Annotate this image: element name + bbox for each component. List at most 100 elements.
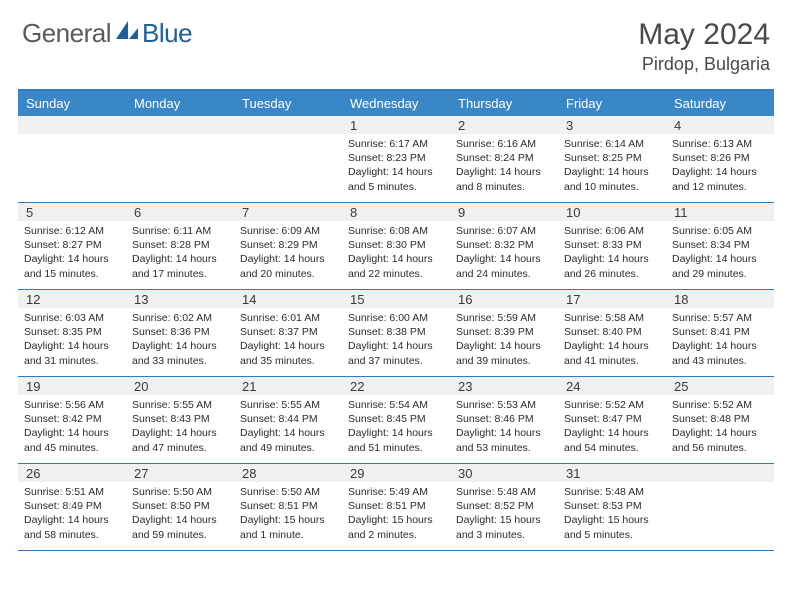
day-number: 14 [234, 292, 256, 307]
sunset-text: Sunset: 8:42 PM [24, 412, 120, 426]
daynum-row: 30 [450, 464, 558, 482]
daylight-text: Daylight: 14 hours and 33 minutes. [132, 339, 228, 367]
sunrise-text: Sunrise: 6:02 AM [132, 311, 228, 325]
week-row: 19Sunrise: 5:56 AMSunset: 8:42 PMDayligh… [18, 377, 774, 464]
day-number: 4 [666, 118, 681, 133]
cell-body: Sunrise: 6:12 AMSunset: 8:27 PMDaylight:… [18, 221, 126, 285]
day-number: 19 [18, 379, 40, 394]
sunrise-text: Sunrise: 6:00 AM [348, 311, 444, 325]
cell-body: Sunrise: 5:49 AMSunset: 8:51 PMDaylight:… [342, 482, 450, 546]
cell-body: Sunrise: 6:07 AMSunset: 8:32 PMDaylight:… [450, 221, 558, 285]
daylight-text: Daylight: 14 hours and 51 minutes. [348, 426, 444, 454]
day-number: 20 [126, 379, 148, 394]
day-cell: 23Sunrise: 5:53 AMSunset: 8:46 PMDayligh… [450, 377, 558, 463]
sunset-text: Sunset: 8:51 PM [348, 499, 444, 513]
daylight-text: Daylight: 14 hours and 10 minutes. [564, 165, 660, 193]
sunset-text: Sunset: 8:28 PM [132, 238, 228, 252]
daynum-row: 13 [126, 290, 234, 308]
day-number: 7 [234, 205, 249, 220]
week-row: 5Sunrise: 6:12 AMSunset: 8:27 PMDaylight… [18, 203, 774, 290]
daynum-row: 14 [234, 290, 342, 308]
daylight-text: Daylight: 14 hours and 59 minutes. [132, 513, 228, 541]
sunrise-text: Sunrise: 6:07 AM [456, 224, 552, 238]
day-cell: 22Sunrise: 5:54 AMSunset: 8:45 PMDayligh… [342, 377, 450, 463]
day-cell: 4Sunrise: 6:13 AMSunset: 8:26 PMDaylight… [666, 116, 774, 202]
daynum-row: 10 [558, 203, 666, 221]
day-number: 9 [450, 205, 465, 220]
daynum-row: 3 [558, 116, 666, 134]
daynum-row [666, 464, 774, 482]
daylight-text: Daylight: 15 hours and 3 minutes. [456, 513, 552, 541]
day-cell: 17Sunrise: 5:58 AMSunset: 8:40 PMDayligh… [558, 290, 666, 376]
daynum-row: 8 [342, 203, 450, 221]
day-number: 12 [18, 292, 40, 307]
daylight-text: Daylight: 14 hours and 5 minutes. [348, 165, 444, 193]
sunrise-text: Sunrise: 5:54 AM [348, 398, 444, 412]
day-cell: 1Sunrise: 6:17 AMSunset: 8:23 PMDaylight… [342, 116, 450, 202]
day-number: 15 [342, 292, 364, 307]
day-cell: 2Sunrise: 6:16 AMSunset: 8:24 PMDaylight… [450, 116, 558, 202]
day-number: 3 [558, 118, 573, 133]
cell-body: Sunrise: 5:58 AMSunset: 8:40 PMDaylight:… [558, 308, 666, 372]
daylight-text: Daylight: 14 hours and 20 minutes. [240, 252, 336, 280]
cell-body: Sunrise: 6:11 AMSunset: 8:28 PMDaylight:… [126, 221, 234, 285]
sunset-text: Sunset: 8:38 PM [348, 325, 444, 339]
calendar: Sunday Monday Tuesday Wednesday Thursday… [18, 89, 774, 551]
week-row: 26Sunrise: 5:51 AMSunset: 8:49 PMDayligh… [18, 464, 774, 551]
cell-body [126, 134, 234, 141]
daynum-row: 11 [666, 203, 774, 221]
sunset-text: Sunset: 8:37 PM [240, 325, 336, 339]
cell-body: Sunrise: 5:56 AMSunset: 8:42 PMDaylight:… [18, 395, 126, 459]
cell-body: Sunrise: 5:55 AMSunset: 8:44 PMDaylight:… [234, 395, 342, 459]
daynum-row: 24 [558, 377, 666, 395]
sunrise-text: Sunrise: 6:09 AM [240, 224, 336, 238]
daylight-text: Daylight: 14 hours and 53 minutes. [456, 426, 552, 454]
day-cell: 27Sunrise: 5:50 AMSunset: 8:50 PMDayligh… [126, 464, 234, 550]
cell-body: Sunrise: 6:02 AMSunset: 8:36 PMDaylight:… [126, 308, 234, 372]
day-header-wed: Wednesday [342, 91, 450, 116]
day-cell: 10Sunrise: 6:06 AMSunset: 8:33 PMDayligh… [558, 203, 666, 289]
day-cell: 8Sunrise: 6:08 AMSunset: 8:30 PMDaylight… [342, 203, 450, 289]
brand-name-2: Blue [142, 18, 192, 49]
day-number: 23 [450, 379, 472, 394]
sunrise-text: Sunrise: 6:08 AM [348, 224, 444, 238]
sunrise-text: Sunrise: 6:05 AM [672, 224, 768, 238]
day-cell [126, 116, 234, 202]
daynum-row: 18 [666, 290, 774, 308]
sunset-text: Sunset: 8:32 PM [456, 238, 552, 252]
cell-body: Sunrise: 6:16 AMSunset: 8:24 PMDaylight:… [450, 134, 558, 198]
day-number: 5 [18, 205, 33, 220]
daynum-row: 15 [342, 290, 450, 308]
sunset-text: Sunset: 8:24 PM [456, 151, 552, 165]
cell-body [18, 134, 126, 141]
sunset-text: Sunset: 8:44 PM [240, 412, 336, 426]
daylight-text: Daylight: 14 hours and 37 minutes. [348, 339, 444, 367]
day-cell: 3Sunrise: 6:14 AMSunset: 8:25 PMDaylight… [558, 116, 666, 202]
sunrise-text: Sunrise: 5:51 AM [24, 485, 120, 499]
day-cell: 12Sunrise: 6:03 AMSunset: 8:35 PMDayligh… [18, 290, 126, 376]
sunrise-text: Sunrise: 6:01 AM [240, 311, 336, 325]
sunset-text: Sunset: 8:46 PM [456, 412, 552, 426]
cell-body [234, 134, 342, 141]
daynum-row: 1 [342, 116, 450, 134]
daylight-text: Daylight: 14 hours and 39 minutes. [456, 339, 552, 367]
cell-body: Sunrise: 5:51 AMSunset: 8:49 PMDaylight:… [18, 482, 126, 546]
daylight-text: Daylight: 14 hours and 15 minutes. [24, 252, 120, 280]
cell-body: Sunrise: 5:48 AMSunset: 8:52 PMDaylight:… [450, 482, 558, 546]
sunset-text: Sunset: 8:48 PM [672, 412, 768, 426]
day-number: 11 [666, 205, 688, 220]
sunset-text: Sunset: 8:49 PM [24, 499, 120, 513]
day-number: 28 [234, 466, 256, 481]
cell-body: Sunrise: 6:08 AMSunset: 8:30 PMDaylight:… [342, 221, 450, 285]
sunset-text: Sunset: 8:29 PM [240, 238, 336, 252]
day-number: 18 [666, 292, 688, 307]
cell-body: Sunrise: 6:00 AMSunset: 8:38 PMDaylight:… [342, 308, 450, 372]
daynum-row: 16 [450, 290, 558, 308]
cell-body: Sunrise: 5:48 AMSunset: 8:53 PMDaylight:… [558, 482, 666, 546]
sunset-text: Sunset: 8:50 PM [132, 499, 228, 513]
daynum-row: 29 [342, 464, 450, 482]
month-title: May 2024 [638, 18, 770, 52]
brand-name-1: General [22, 18, 111, 49]
sunset-text: Sunset: 8:26 PM [672, 151, 768, 165]
day-cell: 31Sunrise: 5:48 AMSunset: 8:53 PMDayligh… [558, 464, 666, 550]
